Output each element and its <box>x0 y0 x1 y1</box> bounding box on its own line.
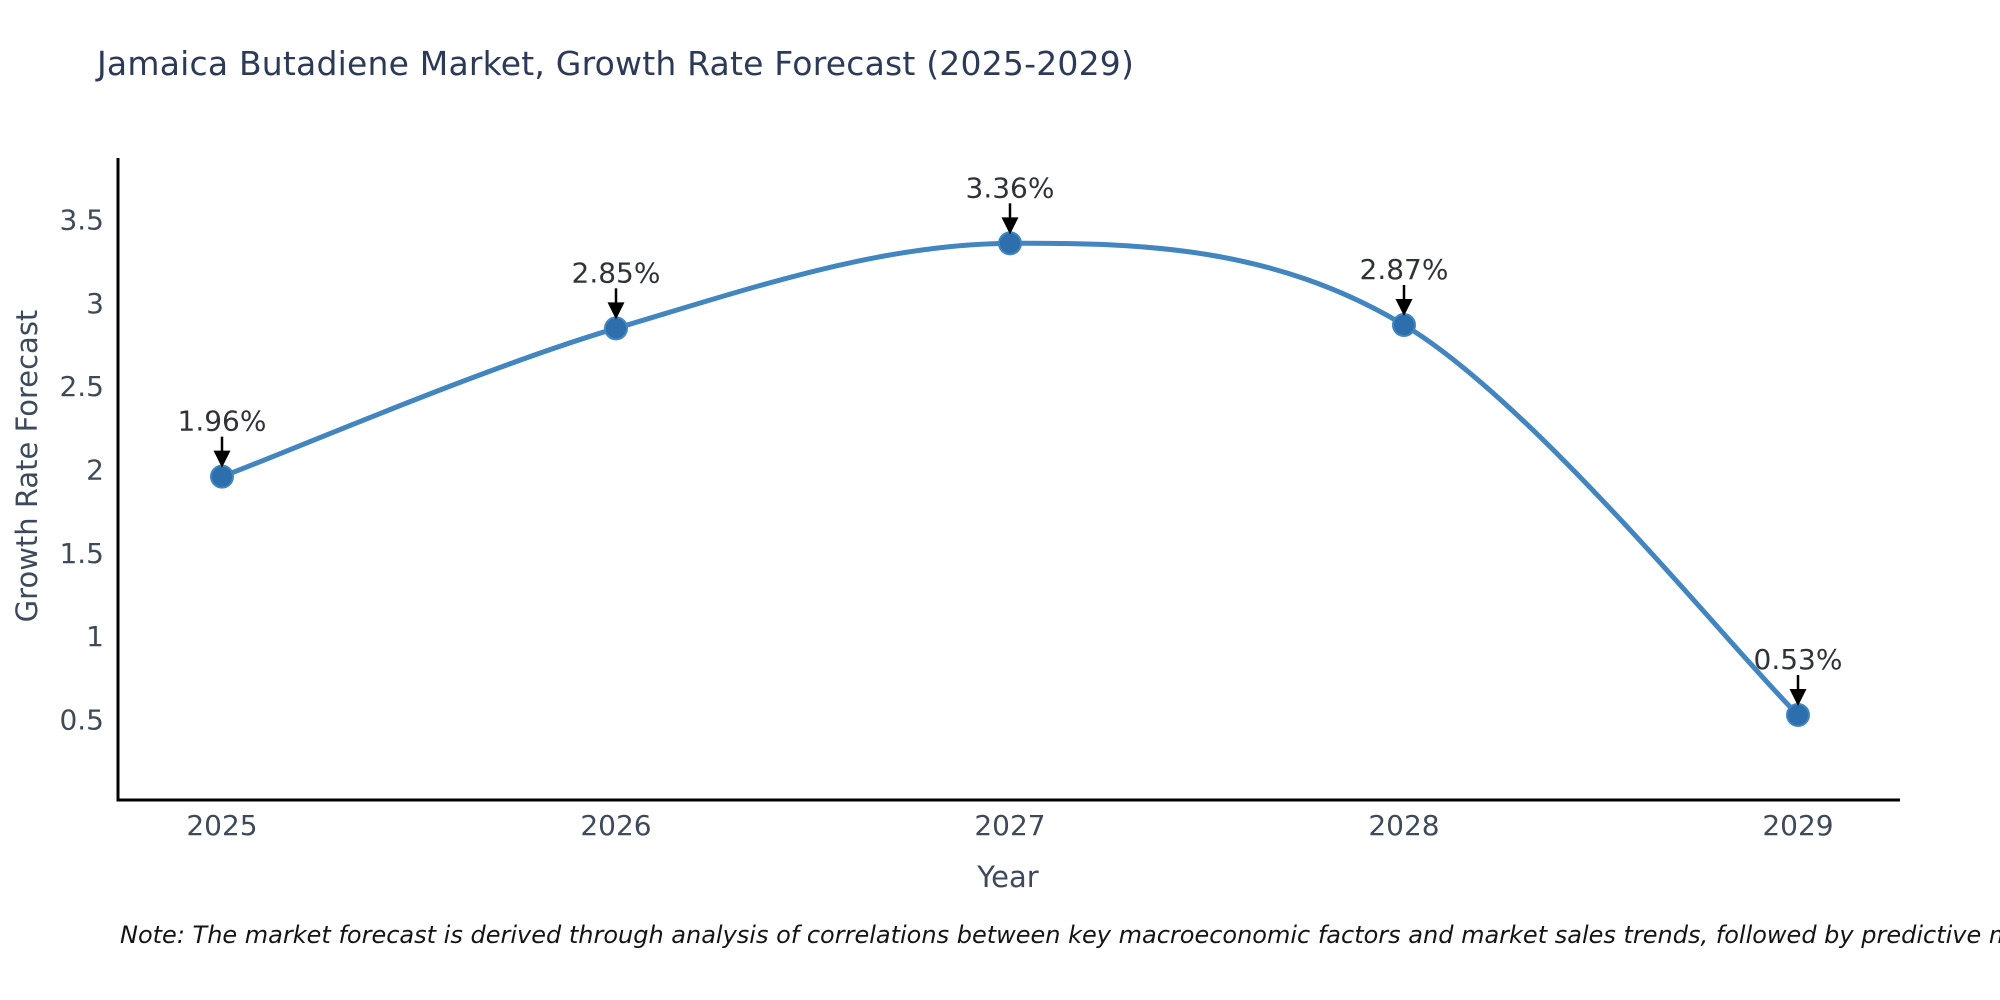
trend-line <box>219 240 1801 718</box>
data-point-label: 1.96% <box>178 405 267 438</box>
data-point-label: 3.36% <box>966 171 1055 204</box>
y-tick-label: 3.5 <box>59 203 104 236</box>
annotation-arrow-head <box>213 450 231 468</box>
data-point-label: 2.85% <box>572 256 661 289</box>
annotation-arrow-head <box>1789 689 1807 707</box>
x-tick-label: 2029 <box>1762 809 1833 842</box>
x-tick-label: 2028 <box>1368 809 1439 842</box>
x-tick-label: 2025 <box>186 809 257 842</box>
annotation-arrow-head <box>1395 298 1413 316</box>
data-point-label: 2.87% <box>1360 253 1449 286</box>
data-point-marker <box>210 464 234 489</box>
data-point-marker <box>604 316 628 341</box>
x-axis-title: Year <box>977 860 1039 894</box>
data-point-marker <box>1786 703 1810 728</box>
x-tick-label: 2027 <box>974 809 1045 842</box>
y-tick-label: 1 <box>86 620 104 653</box>
y-tick-label: 2.5 <box>59 370 104 403</box>
y-tick-label: 3 <box>86 287 104 320</box>
y-tick-label: 2 <box>86 454 104 487</box>
chart-title: Jamaica Butadiene Market, Growth Rate Fo… <box>97 44 1135 83</box>
y-axis-title: Growth Rate Forecast <box>10 309 44 623</box>
y-tick-label: 0.5 <box>59 704 104 737</box>
data-point-marker <box>998 231 1022 256</box>
annotation-arrow-head <box>607 302 625 320</box>
data-point-marker <box>1392 312 1416 337</box>
x-tick-label: 2026 <box>580 809 651 842</box>
footnote: Note: The market forecast is derived thr… <box>120 921 2000 949</box>
annotation-arrow-head <box>1001 217 1019 235</box>
data-point-label: 0.53% <box>1754 643 1843 676</box>
y-tick-label: 1.5 <box>59 537 104 570</box>
